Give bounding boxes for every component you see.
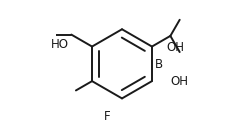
Text: B: B: [154, 58, 163, 71]
Text: F: F: [103, 110, 110, 123]
Text: HO: HO: [51, 38, 69, 51]
Text: OH: OH: [171, 75, 189, 88]
Text: OH: OH: [166, 41, 184, 54]
